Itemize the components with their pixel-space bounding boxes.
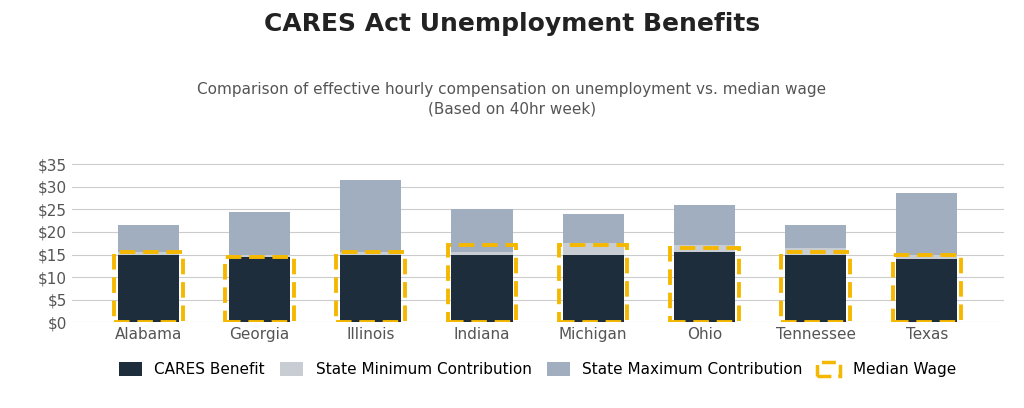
Bar <box>229 212 290 255</box>
Text: Comparison of effective hourly compensation on unemployment vs. median wage
(Bas: Comparison of effective hourly compensat… <box>198 82 826 116</box>
Bar <box>562 255 624 322</box>
Bar <box>452 209 513 252</box>
Bar <box>674 246 735 252</box>
Bar <box>118 255 179 322</box>
Bar <box>896 255 957 259</box>
Bar <box>674 205 735 246</box>
Bar <box>340 255 401 322</box>
Bar <box>896 259 957 322</box>
Bar <box>896 193 957 255</box>
Legend: CARES Benefit, State Minimum Contribution, State Maximum Contribution, Median Wa: CARES Benefit, State Minimum Contributio… <box>112 355 964 385</box>
Bar <box>118 252 179 255</box>
Bar <box>785 225 846 248</box>
Bar <box>674 252 735 322</box>
Bar <box>340 252 401 255</box>
Bar <box>229 257 290 322</box>
Bar <box>562 214 624 243</box>
Bar <box>229 255 290 257</box>
Bar <box>785 248 846 255</box>
Bar <box>452 252 513 255</box>
Bar <box>340 180 401 252</box>
Bar <box>562 243 624 255</box>
Bar <box>118 225 179 252</box>
Bar <box>785 255 846 322</box>
Text: CARES Act Unemployment Benefits: CARES Act Unemployment Benefits <box>264 12 760 36</box>
Bar <box>452 255 513 322</box>
